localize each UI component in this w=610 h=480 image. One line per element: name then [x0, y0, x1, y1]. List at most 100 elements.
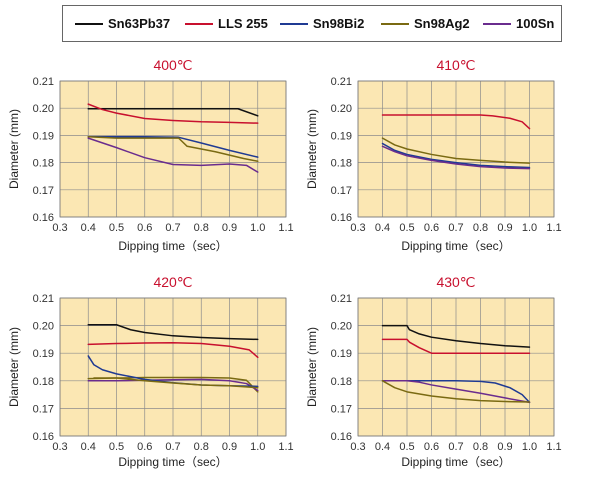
chart-3-xtick-label: 1.1 [546, 441, 561, 453]
chart-2-series-sn98ag2 [93, 377, 259, 389]
legend-label-sn98bi2: Sn98Bi2 [313, 16, 365, 31]
chart-0-xtick-label: 0.3 [52, 222, 67, 234]
chart-1-ytick-label: 0.16 [331, 212, 352, 224]
chart-1-title: 410℃ [436, 57, 475, 73]
chart-2-ytick-label: 0.18 [33, 376, 54, 388]
chart-1-ytick-label: 0.20 [331, 103, 352, 115]
chart-3-xtick-label: 0.4 [375, 441, 390, 453]
chart-1-series-sn98bi2 [381, 142, 531, 169]
legend-swatch-100sn [483, 22, 511, 25]
chart-3-ytick-label: 0.20 [331, 321, 352, 333]
legend-swatch-sn63pb37 [75, 22, 103, 25]
chart-1-ytick-label: 0.18 [331, 158, 352, 170]
chart-0-series-sn98bi2 [87, 136, 259, 158]
chart-3-xtick-label: 0.8 [473, 441, 488, 453]
chart-3-frame [357, 297, 555, 437]
chart-3-xtick-label: 0.9 [497, 441, 512, 453]
chart-2-xtick-label: 0.3 [52, 441, 67, 453]
chart-0: 0.3 0.4 0.5 0.6 0.7 0.8 0.9 1.0 1.1 0.16 0.17 0.18 0… [7, 57, 294, 253]
chart-1-xtick-label: 0.4 [375, 222, 390, 234]
chart-3-series-sn98ag2 [381, 380, 531, 403]
chart-1-xtick-label: 0.5 [399, 222, 414, 234]
chart-3-xtick-label: 1.0 [522, 441, 537, 453]
legend-label-lls255: LLS 255 [218, 16, 268, 31]
chart-1-xtick-label: 1.1 [546, 222, 561, 234]
chart-3-ytick-label: 0.18 [331, 376, 352, 388]
chart-3-series-sn63pb37 [381, 324, 531, 348]
legend-item-100sn: 100Sn [483, 6, 554, 41]
chart-0-title: 400℃ [153, 57, 192, 73]
chart-1-ytick-label: 0.19 [331, 130, 352, 142]
legend-label-sn63pb37: Sn63Pb37 [108, 16, 171, 31]
legend-swatch-sn98ag2 [381, 22, 409, 25]
chart-0-xtick-label: 0.5 [109, 222, 124, 234]
chart-1-series-lls255 [381, 114, 531, 130]
legend-label-100sn: 100Sn [516, 16, 555, 31]
chart-0-xtick-label: 0.4 [81, 222, 96, 234]
chart-3-ytick-label: 0.19 [331, 348, 352, 360]
chart-0-series-sn98ag2 [87, 136, 259, 162]
chart-3-ytick-label: 0.21 [331, 293, 352, 305]
chart-3-series-100sn [381, 380, 531, 404]
chart-3-ylabel: Diameter (mm) [305, 327, 319, 407]
chart-2-ytick-label: 0.17 [33, 403, 54, 415]
chart-0-xtick-label: 0.9 [222, 222, 237, 234]
legend-label-sn98ag2: Sn98Ag2 [414, 16, 470, 31]
chart-3-title: 430℃ [436, 274, 475, 290]
legend-swatch-sn98bi2 [280, 22, 308, 25]
chart-2-ytick-label: 0.19 [33, 348, 54, 360]
chart-1-xtick-label: 1.0 [522, 222, 537, 234]
chart-3-xtick-label: 0.5 [399, 441, 414, 453]
chart-2-series-sn63pb37 [87, 324, 259, 341]
chart-0-ytick-label: 0.18 [33, 158, 54, 170]
chart-0-ytick-label: 0.19 [33, 130, 54, 142]
chart-3-xtick-label: 0.6 [424, 441, 439, 453]
chart-3-xtick-label: 0.3 [350, 441, 365, 453]
chart-0-ytick-label: 0.20 [33, 103, 54, 115]
chart-3: 0.3 0.4 0.5 0.6 0.7 0.8 0.9 1.0 1.1 0.16 0.17 0.18 0… [305, 274, 562, 469]
chart-0-series-sn63pb37 [87, 107, 259, 117]
chart-1-ytick-label: 0.21 [331, 76, 352, 88]
chart-2-xtick-label: 1.1 [278, 441, 293, 453]
chart-0-ylabel: Diameter (mm) [7, 109, 21, 189]
chart-2-ytick-label: 0.20 [33, 321, 54, 333]
chart-0-xtick-label: 1.0 [250, 222, 265, 234]
chart-1-xtick-label: 0.8 [473, 222, 488, 234]
chart-0-series-100sn [87, 137, 259, 173]
chart-2-xlabel: Dipping time（sec） [118, 455, 227, 469]
chart-0-ytick-label: 0.16 [33, 212, 54, 224]
chart-2-ytick-label: 0.16 [33, 431, 54, 443]
chart-2-xtick-label: 0.9 [222, 441, 237, 453]
legend-item-sn63pb37: Sn63Pb37 [75, 6, 170, 41]
legend-item-lls255: LLS 255 [185, 6, 268, 41]
chart-2-xtick-label: 0.5 [109, 441, 124, 453]
chart-1-series-sn98ag2 [381, 137, 531, 164]
chart-3-ytick-label: 0.17 [331, 403, 352, 415]
chart-3-series-lls255 [381, 338, 531, 354]
chart-0-ytick-label: 0.21 [33, 76, 54, 88]
legend: Sn63Pb37 LLS 255 Sn98Bi2 Sn98Ag2 100Sn [62, 5, 562, 42]
chart-0-xtick-label: 1.1 [278, 222, 293, 234]
chart-0-xlabel: Dipping time（sec） [118, 239, 227, 253]
chart-1-xtick-label: 0.3 [350, 222, 365, 234]
chart-2-title: 420℃ [153, 274, 192, 290]
chart-1-series-100sn [381, 145, 531, 170]
chart-3-xtick-label: 0.7 [448, 441, 463, 453]
chart-3-xlabel: Dipping time（sec） [401, 455, 510, 469]
chart-3-ytick-label: 0.16 [331, 431, 352, 443]
chart-2-xtick-label: 0.8 [194, 441, 209, 453]
chart-2-ylabel: Diameter (mm) [7, 327, 21, 407]
chart-2-frame [59, 297, 287, 437]
chart-2-xtick-label: 0.4 [81, 441, 96, 453]
chart-0-frame [59, 80, 287, 218]
chart-2-series-lls255 [87, 341, 259, 359]
chart-1-xtick-label: 0.7 [448, 222, 463, 234]
chart-2-series-100sn [87, 378, 259, 392]
chart-1-ytick-label: 0.17 [331, 185, 352, 197]
chart-2-xtick-label: 0.7 [165, 441, 180, 453]
chart-0-xtick-label: 0.7 [165, 222, 180, 234]
legend-item-sn98ag2: Sn98Ag2 [381, 6, 470, 41]
chart-1-xlabel: Dipping time（sec） [401, 239, 510, 253]
chart-1-frame [357, 80, 555, 218]
chart-2: 0.3 0.4 0.5 0.6 0.7 0.8 0.9 1.0 1.1 0.16 0.17 0.18 0… [7, 274, 294, 469]
